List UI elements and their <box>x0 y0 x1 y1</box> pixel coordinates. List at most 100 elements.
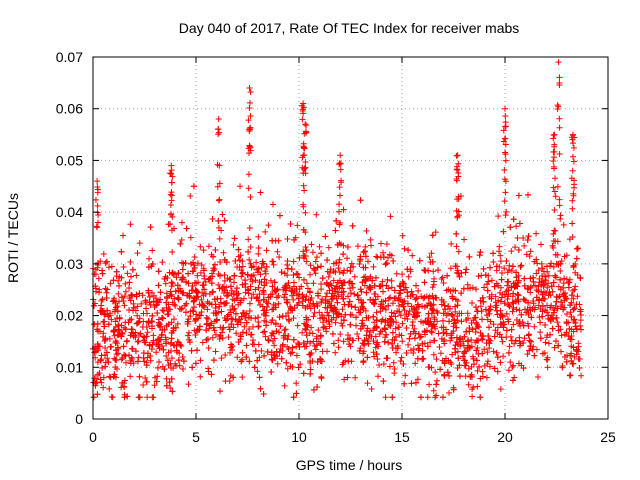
data-point <box>196 312 203 319</box>
data-point <box>236 264 243 271</box>
data-point <box>300 100 307 107</box>
data-point <box>305 316 312 323</box>
data-point <box>406 335 413 342</box>
data-point <box>499 312 506 319</box>
data-point <box>373 253 380 260</box>
data-point <box>100 319 107 326</box>
data-point <box>413 305 420 312</box>
x-tick-label: 20 <box>497 429 513 445</box>
data-point <box>385 254 391 261</box>
data-point <box>126 352 133 359</box>
data-point <box>550 184 557 191</box>
data-point <box>551 131 558 138</box>
data-point <box>214 183 221 190</box>
data-point <box>216 333 223 340</box>
data-point <box>379 328 386 335</box>
data-point <box>426 364 433 371</box>
data-point <box>335 337 342 344</box>
data-point <box>339 282 346 289</box>
data-point <box>382 306 389 313</box>
data-point <box>429 292 436 299</box>
data-point <box>246 300 253 307</box>
data-point <box>159 307 166 314</box>
data-point <box>239 281 246 288</box>
data-point <box>407 330 414 337</box>
data-point <box>267 277 274 284</box>
chart-title: Day 040 of 2017, Rate Of TEC Index for r… <box>179 20 520 36</box>
data-point <box>307 305 314 312</box>
data-point <box>99 365 106 372</box>
data-point <box>237 252 244 259</box>
data-point <box>156 299 163 306</box>
data-point <box>484 358 491 365</box>
data-point <box>247 283 254 290</box>
data-point <box>301 165 308 172</box>
data-point <box>219 211 226 218</box>
data-point <box>185 381 192 388</box>
data-point <box>450 323 457 330</box>
data-point <box>527 248 534 255</box>
data-point <box>147 301 154 308</box>
data-point <box>168 227 175 234</box>
data-point <box>573 255 580 262</box>
data-point <box>293 352 300 359</box>
data-point <box>223 259 230 266</box>
data-point <box>272 304 279 311</box>
data-point <box>115 290 122 297</box>
data-point <box>372 323 379 330</box>
data-point <box>454 302 461 309</box>
data-point <box>483 281 490 288</box>
data-point <box>169 280 176 287</box>
data-point <box>269 283 276 290</box>
data-point <box>401 315 408 322</box>
data-point <box>451 345 458 352</box>
data-point <box>217 272 224 279</box>
data-point <box>414 309 421 316</box>
data-point <box>494 311 501 318</box>
x-axis-label: GPS time / hours <box>296 457 403 473</box>
data-point <box>569 167 576 174</box>
data-point <box>561 297 568 304</box>
data-point <box>359 317 366 324</box>
data-point <box>479 350 486 357</box>
data-point <box>212 247 219 254</box>
data-point <box>550 231 557 238</box>
data-point <box>490 348 497 355</box>
data-point <box>570 344 577 351</box>
data-point <box>327 266 334 273</box>
data-point <box>383 282 390 289</box>
data-point <box>333 217 340 224</box>
data-point <box>135 338 142 345</box>
data-point <box>435 330 442 337</box>
data-point <box>521 335 528 342</box>
data-point <box>364 354 371 361</box>
data-point <box>538 288 545 295</box>
data-point <box>130 307 137 314</box>
data-point <box>250 323 257 330</box>
data-point <box>287 303 294 310</box>
data-point <box>217 258 224 265</box>
data-point <box>405 273 412 280</box>
data-point <box>347 289 354 296</box>
data-point <box>556 74 563 81</box>
data-point <box>229 343 236 350</box>
data-point <box>571 316 578 323</box>
data-point <box>138 300 145 307</box>
data-point <box>393 270 400 277</box>
data-point <box>509 263 516 270</box>
data-point <box>318 250 325 257</box>
data-point <box>485 336 492 343</box>
data-point <box>101 337 108 344</box>
data-point <box>415 347 422 354</box>
data-point <box>527 307 534 314</box>
data-point <box>567 309 574 316</box>
data-point <box>526 347 533 354</box>
data-point <box>432 325 439 332</box>
data-point <box>259 258 266 265</box>
data-point <box>215 197 222 204</box>
data-point <box>509 299 516 306</box>
data-point <box>415 342 422 349</box>
y-tick-label: 0.07 <box>56 49 83 65</box>
data-point <box>385 295 392 302</box>
data-point <box>494 354 501 361</box>
